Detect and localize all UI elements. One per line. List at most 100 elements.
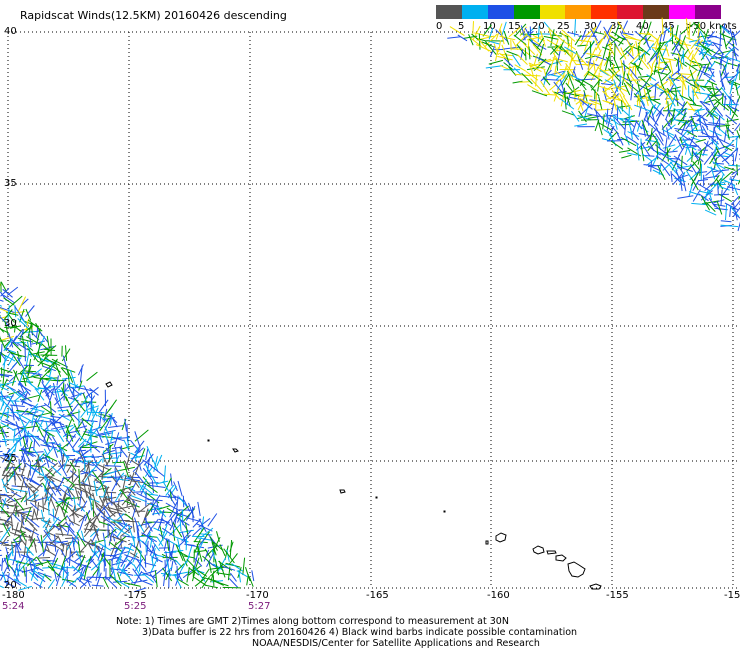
- wind-barb: [157, 517, 163, 531]
- wind-barb: [199, 533, 213, 536]
- wind-barb: [14, 568, 26, 573]
- wind-barb: [194, 551, 199, 567]
- wind-barb: [695, 47, 705, 56]
- wind-barb: [125, 520, 140, 523]
- wind-barb: [621, 62, 631, 71]
- wind-barb: [137, 521, 145, 534]
- wind-barb: [618, 149, 631, 153]
- wind-barb: [74, 483, 86, 487]
- wind-barb: [0, 288, 10, 297]
- wind-barb: [109, 568, 128, 572]
- legend-swatch-7: [617, 5, 644, 19]
- wind-barb: [80, 575, 95, 588]
- wind-barb: [66, 383, 75, 398]
- wind-barb: [680, 120, 688, 135]
- wind-barb: [731, 168, 740, 176]
- wind-barb: [716, 52, 732, 61]
- wind-barb: [111, 446, 123, 449]
- wind-barb: [640, 77, 651, 87]
- wind-barb: [694, 39, 703, 50]
- wind-barb: [134, 447, 139, 462]
- wind-barb: [15, 421, 22, 438]
- wind-barb: [32, 448, 44, 463]
- wind-barb: [30, 565, 36, 581]
- wind-barb: [602, 90, 612, 100]
- wind-barb: [660, 162, 671, 177]
- wind-barb: [22, 374, 27, 387]
- wind-barb: [133, 587, 147, 593]
- wind-barb: [142, 467, 153, 481]
- wind-barb: [728, 46, 739, 57]
- wind-barb: [42, 526, 55, 538]
- wind-barb: [581, 79, 594, 88]
- wind-barb: [711, 82, 716, 96]
- wind-barb: [90, 407, 99, 423]
- wind-barb: [602, 87, 608, 102]
- wind-barb: [68, 519, 80, 527]
- wind-barb: [3, 581, 15, 588]
- wind-barb: [3, 557, 11, 572]
- wind-barb: [120, 445, 122, 458]
- wind-barb: [704, 74, 714, 87]
- wind-barb: [4, 320, 9, 336]
- wind-barb: [44, 526, 51, 537]
- wind-barb: [697, 108, 702, 122]
- lat-label-20: 20: [4, 580, 17, 591]
- wind-barb: [38, 353, 44, 368]
- wind-barb: [692, 63, 708, 67]
- wind-barb: [626, 135, 640, 145]
- wind-barb: [39, 573, 46, 588]
- wind-barb: [69, 506, 83, 517]
- wind-barb: [177, 534, 191, 548]
- lat-label-30: 30: [4, 318, 17, 329]
- wind-barb: [58, 413, 71, 421]
- wind-barb: [713, 60, 724, 66]
- wind-barb: [647, 62, 654, 72]
- wind-barb: [17, 485, 33, 488]
- wind-barb: [677, 72, 691, 82]
- wind-barb: [671, 39, 681, 51]
- wind-barb: [569, 96, 583, 101]
- wind-barb: [37, 389, 43, 402]
- wind-barb: [575, 52, 589, 67]
- wind-barb: [702, 140, 709, 157]
- wind-barb: [700, 47, 705, 60]
- wind-barb: [52, 508, 55, 522]
- wind-barb: [44, 488, 58, 502]
- wind-barb: [555, 71, 568, 81]
- wind-barb: [163, 538, 168, 551]
- wind-barb: [560, 39, 577, 51]
- wind-barb: [11, 488, 28, 493]
- wind-barb: [661, 70, 672, 82]
- wind-barb: [13, 369, 20, 381]
- wind-barb: [49, 513, 62, 522]
- wind-barb: [162, 566, 173, 577]
- wind-barb: [623, 60, 626, 72]
- wind-barb: [105, 447, 113, 457]
- wind-barb: [31, 414, 34, 426]
- wind-barb: [51, 358, 69, 368]
- wind-barb: [68, 382, 80, 388]
- wind-barb: [610, 35, 624, 45]
- wind-barb: [660, 63, 668, 75]
- wind-barb: [203, 549, 210, 562]
- wind-barb: [597, 81, 600, 92]
- wind-barb: [700, 48, 710, 61]
- wind-barb: [98, 521, 111, 527]
- wind-barb: [86, 461, 100, 464]
- wind-barb: [65, 437, 76, 453]
- wind-barb: [100, 515, 116, 527]
- wind-barb: [651, 110, 655, 122]
- wind-barb: [17, 296, 27, 312]
- wind-barb: [715, 106, 724, 117]
- wind-barb: [21, 391, 29, 406]
- wind-barb: [719, 24, 731, 35]
- wind-barb: [245, 567, 251, 581]
- wind-barb: [0, 490, 3, 492]
- wind-barb: [599, 69, 609, 76]
- wind-barb: [722, 32, 727, 50]
- wind-barb: [703, 73, 716, 83]
- wind-barb: [65, 419, 73, 434]
- wind-barb: [33, 350, 39, 361]
- wind-barb: [0, 374, 10, 378]
